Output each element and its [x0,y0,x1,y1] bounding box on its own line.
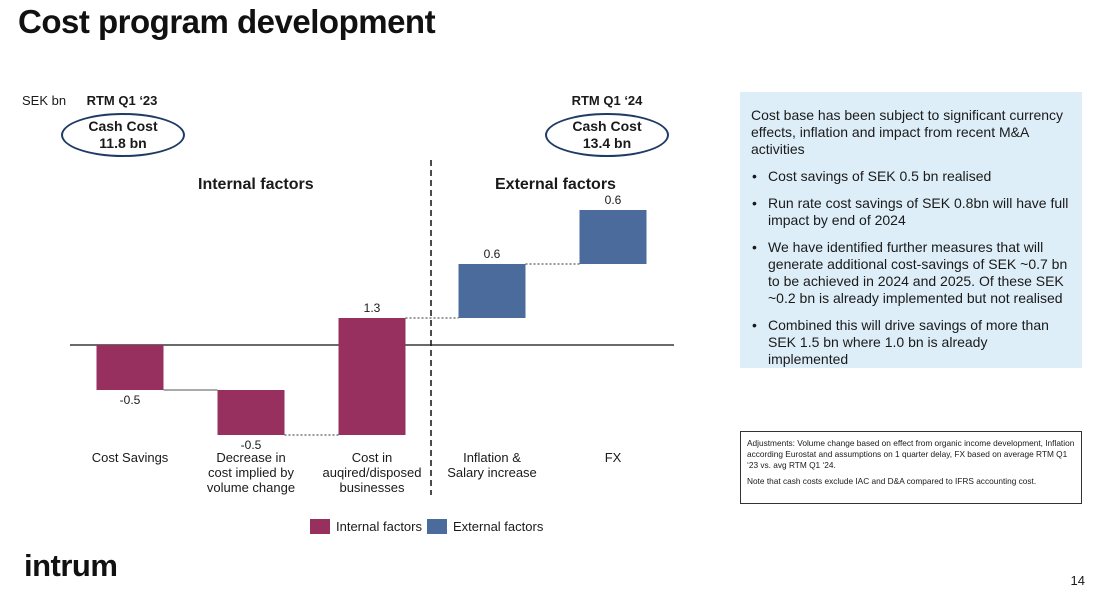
category-label-2: Decrease in [216,450,285,465]
category-label-1: Cost Savings [92,450,169,465]
bar-1 [96,345,164,390]
legend-internal-label: Internal factors [336,519,422,534]
end-cash-cost-label: Cash Cost [572,118,642,134]
start-cash-cost-ellipse: Cash Cost 11.8 bn [61,113,185,157]
legend-internal-swatch [310,519,330,534]
bar-2 [217,390,285,435]
value-label-2: -0.5 [241,438,262,452]
legend-external-label: External factors [453,519,544,534]
adjustments-note-box: Adjustments: Volume change based on effe… [740,431,1082,504]
bar-5 [579,210,647,264]
value-label-1: -0.5 [120,393,141,407]
info-bullet: Run rate cost savings of SEK 0.8bn will … [751,195,1070,229]
info-intro: Cost base has been subject to significan… [751,107,1064,157]
start-period-label: RTM Q1 ‘23 [86,93,158,108]
bar-4 [458,264,526,318]
value-label-5: 0.6 [605,193,622,207]
info-bullet-list: Cost savings of SEK 0.5 bn realised Run … [751,168,1070,368]
value-label-4: 0.6 [484,247,501,261]
page-title: Cost program development [18,3,436,40]
category-label-2: cost implied by [208,465,294,480]
info-box: Cost base has been subject to significan… [740,92,1082,368]
intrum-logo: intrum [24,548,118,583]
page-number: 14 [1070,573,1085,588]
unit-label: SEK bn [22,93,67,108]
category-label-4: Salary increase [447,465,537,480]
end-cash-cost-value: 13.4 bn [582,135,632,151]
category-label-3: auqired/disposed [322,465,421,480]
end-cash-cost-ellipse: Cash Cost 13.4 bn [545,113,669,157]
info-bullet: Cost savings of SEK 0.5 bn realised [751,168,1070,185]
category-label-4: Inflation & [463,450,521,465]
legend-external: External factors [427,519,543,534]
internal-factors-heading: Internal factors [198,176,314,193]
legend-internal: Internal factors [310,519,422,534]
category-label-3: businesses [339,480,405,495]
category-label-5: FX [605,450,622,465]
category-label-2: volume change [207,480,295,495]
start-cash-cost-label: Cash Cost [88,118,158,134]
start-cash-cost-value: 11.8 bn [99,135,147,151]
info-bullet: Combined this will drive savings of more… [751,317,1070,368]
adjustments-note: Adjustments: Volume change based on effe… [747,438,1075,470]
bar-3 [338,318,406,435]
category-label-3: Cost in [352,450,392,465]
external-factors-heading: External factors [495,176,616,193]
cash-costs-note: Note that cash costs exclude IAC and D&A… [747,476,1037,486]
info-bullet: We have identified further measures that… [751,239,1070,307]
value-label-3: 1.3 [364,301,381,315]
legend-external-swatch [427,519,447,534]
end-period-label: RTM Q1 ‘24 [571,93,643,108]
